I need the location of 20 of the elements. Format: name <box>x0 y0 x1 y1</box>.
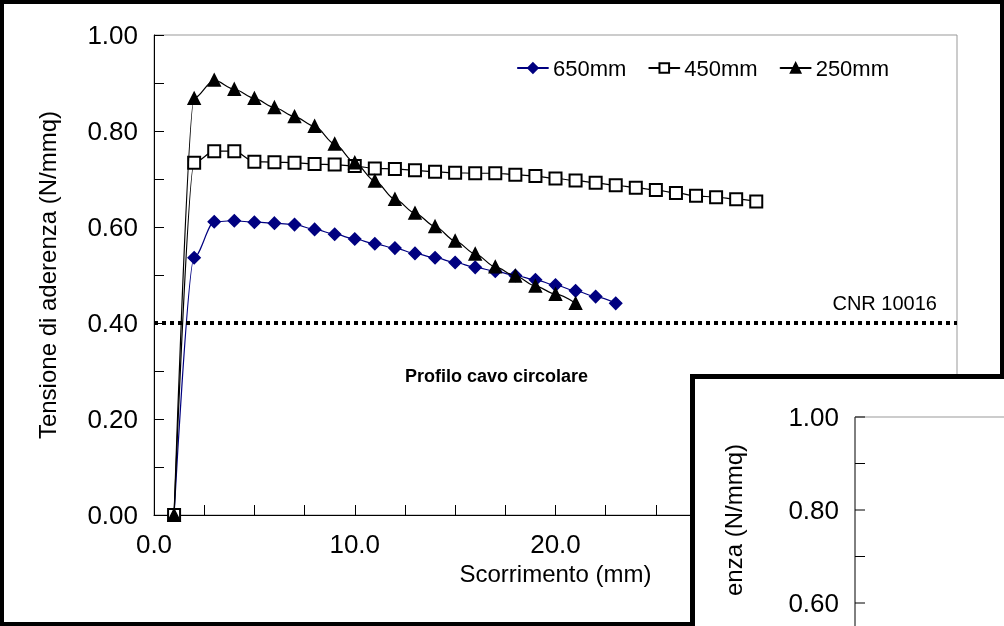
y-tick-label: 0.00 <box>87 500 138 530</box>
x-axis-title: Scorrimento (mm) <box>459 560 652 588</box>
y-tick-label: 0.60 <box>87 212 138 242</box>
y-tick-label: 1.00 <box>87 20 138 50</box>
y-tick-label: 0.40 <box>87 308 138 338</box>
y-axis-title: Tensione di aderenza (N/mmq) <box>33 110 61 440</box>
legend-label: 650mm <box>552 55 627 81</box>
annotation: 0.80 <box>788 495 839 525</box>
text: 0.60 <box>788 588 839 618</box>
y-tick-label: 0.20 <box>87 404 138 434</box>
legend-label: 450mm <box>684 55 758 81</box>
text: enza (N/mmq) <box>719 443 747 597</box>
x-tick-label: 20.0 <box>530 529 581 559</box>
annotation: 1.00 <box>788 402 839 432</box>
ref-line-label: CNR 10016 <box>832 292 937 314</box>
legend-label: 250mm <box>815 55 889 81</box>
x-tick-label: 10.0 <box>329 529 381 559</box>
x-tick-label: 0.0 <box>135 529 173 559</box>
y-tick-label: 0.80 <box>87 116 138 146</box>
annotation: Profilo cavo circolare <box>405 366 589 386</box>
